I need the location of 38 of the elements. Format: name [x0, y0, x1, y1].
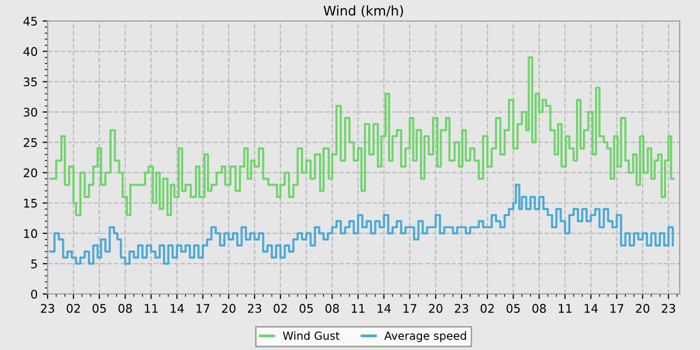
x-tick-label: 23	[454, 304, 468, 313]
y-tick-label: 0	[31, 290, 38, 299]
x-tick-label: 08	[325, 304, 339, 313]
y-tick-label: 40	[23, 47, 38, 56]
legend-label: Wind Gust	[282, 331, 340, 340]
x-tick-label: 08	[118, 304, 132, 313]
x-tick-label: 05	[300, 304, 313, 313]
x-tick-label: 14	[584, 304, 598, 313]
x-tick-label: 08	[532, 304, 546, 313]
y-tick-label: 30	[24, 108, 38, 117]
y-tick-label: 20	[24, 168, 38, 178]
x-tick-label: 17	[404, 304, 416, 313]
x-tick-label: 17	[610, 304, 624, 313]
y-tick-label: 45	[23, 16, 37, 26]
y-tick-label: 25	[24, 138, 37, 147]
x-tick-label: 20	[429, 304, 442, 313]
x-tick-label: 14	[378, 304, 391, 313]
x-tick-label: 02	[274, 304, 287, 313]
x-tick-label: 05	[92, 304, 106, 313]
legend-label: Average speed	[384, 331, 466, 342]
x-tick-label: 20	[222, 304, 236, 313]
x-tick-label: 05	[506, 304, 520, 313]
x-tick-label: 11	[144, 304, 158, 313]
chart-title: Wind (km/h)	[324, 5, 403, 18]
y-tick-label: 10	[24, 229, 38, 238]
x-tick-label: 23	[248, 304, 262, 313]
y-tick-label: 35	[24, 77, 37, 86]
x-tick-label: 17	[196, 304, 210, 313]
x-tick-label: 23	[662, 304, 676, 313]
x-tick-label: 23	[40, 304, 54, 313]
y-tick-label: 5	[31, 260, 37, 268]
x-tick-label: 14	[170, 304, 184, 313]
x-tick-label: 11	[558, 304, 572, 313]
x-tick-label: 02	[66, 304, 80, 313]
x-tick-label: 02	[480, 304, 494, 313]
x-tick-label: 11	[352, 304, 364, 313]
x-tick-label: 20	[636, 304, 650, 313]
y-tick-label: 15	[24, 198, 37, 208]
